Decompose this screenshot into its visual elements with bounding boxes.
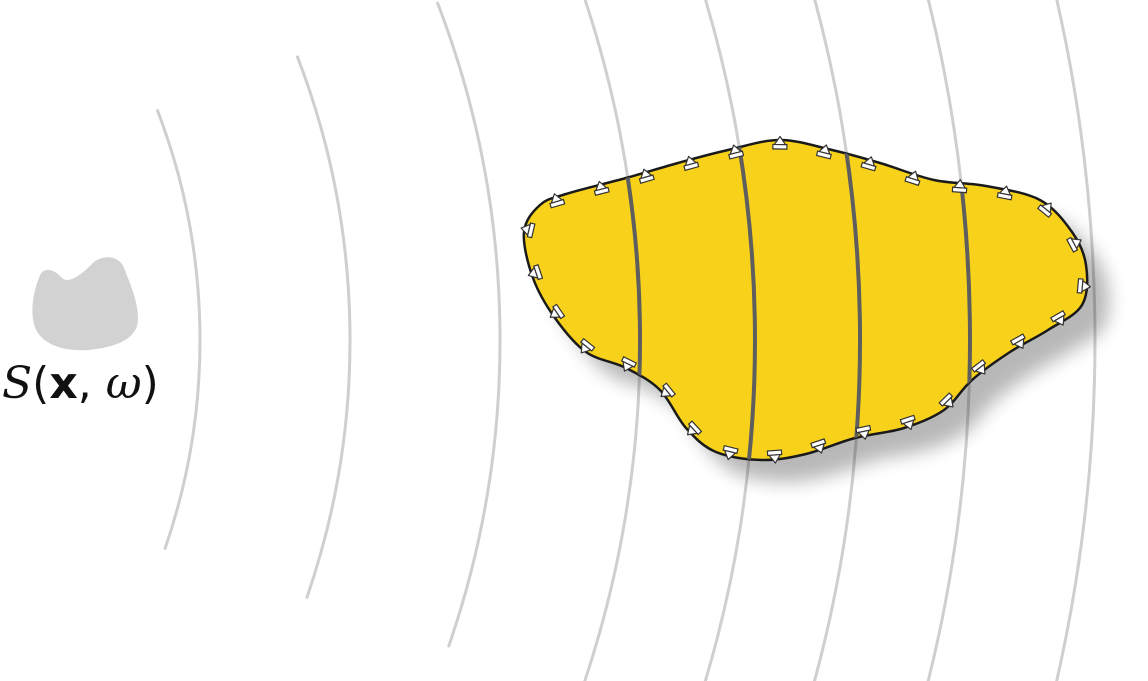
wavefront-inside-5 (673, 140, 757, 461)
microphone-icon (1050, 309, 1067, 326)
microphone-icon (683, 155, 700, 172)
microphone-icon (970, 358, 987, 375)
microphone-icon (904, 170, 921, 187)
microphone-icon (1066, 236, 1082, 253)
microphone-icon (638, 168, 655, 184)
source-symbol: S (2, 358, 33, 409)
microphone-icon (686, 420, 703, 436)
paren-close: ) (141, 358, 159, 409)
microphone-icon (728, 144, 745, 160)
wavefront-1 (156, 109, 202, 550)
microphone-icon (766, 449, 783, 464)
microphone-icon (810, 438, 827, 454)
microphone-array (520, 135, 1091, 464)
microphone-icon (722, 444, 739, 461)
listening-region (522, 138, 1089, 462)
wavefront-3 (436, 1, 502, 648)
wavefront-inside-6 (771, 140, 863, 461)
microphone-icon (855, 424, 872, 440)
paren-open: ( (32, 358, 50, 409)
microphone-icon (860, 156, 877, 172)
microphone-icon (938, 392, 954, 408)
microphone-icon (549, 303, 566, 320)
position-variable: x (49, 358, 78, 409)
microphone-icon (815, 144, 832, 160)
microphone-icon (1076, 278, 1091, 294)
source-blob-icon (32, 257, 138, 351)
microphone-icon (1036, 202, 1053, 219)
wavefront-inside-7 (874, 140, 972, 461)
microphone-icon (1009, 333, 1026, 349)
microphone-icon (579, 337, 596, 354)
separator: , (77, 358, 106, 409)
wavefront-2 (296, 55, 352, 599)
microphone-icon (951, 179, 968, 194)
wavefronts-inside-region (566, 140, 1088, 461)
microphone-icon (549, 193, 566, 209)
microphone-icon (527, 264, 544, 281)
microphone-icon (593, 180, 610, 196)
microphone-icon (660, 382, 677, 398)
frequency-variable: ω (105, 358, 142, 409)
source-label: S(x, ω) (2, 362, 159, 406)
microphone-icon (520, 222, 536, 239)
wavefront-inside-4 (566, 140, 642, 461)
microphone-icon (996, 185, 1013, 201)
microphone-icon (772, 135, 788, 150)
microphone-icon (620, 356, 638, 372)
microphone-icon (899, 414, 916, 431)
